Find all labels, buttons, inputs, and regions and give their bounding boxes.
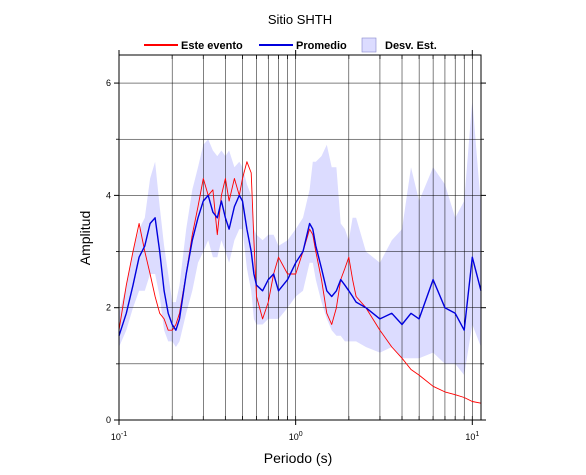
chart-title: Sitio SHTH	[268, 12, 332, 27]
y-tick-label: 4	[106, 190, 111, 200]
legend: Este evento Promedio Desv. Est.	[144, 37, 437, 53]
y-tick-label: 6	[106, 78, 111, 88]
x-tick-label: 101	[465, 431, 479, 442]
legend-label-promedio: Promedio	[296, 40, 347, 52]
plot-area: 0 2 4 6 10-1 100 101	[106, 50, 486, 442]
y-tick-label: 0	[106, 415, 111, 425]
series-line-promedio	[118, 194, 482, 337]
legend-label-este-evento: Este evento	[181, 40, 243, 52]
series-line-este-evento	[118, 161, 482, 404]
y-tick-label: 2	[106, 303, 111, 313]
legend-swatch-desv-est	[361, 37, 377, 53]
y-axis-title: Amplitud	[77, 211, 93, 265]
x-axis-title: Periodo (s)	[264, 450, 332, 466]
x-tick-label: 100	[289, 431, 303, 442]
legend-label-desv-est: Desv. Est.	[385, 40, 437, 52]
std-band	[119, 99, 481, 376]
grid	[118, 55, 481, 420]
x-tick-label: 10-1	[111, 431, 127, 442]
plot-frame	[118, 54, 482, 421]
